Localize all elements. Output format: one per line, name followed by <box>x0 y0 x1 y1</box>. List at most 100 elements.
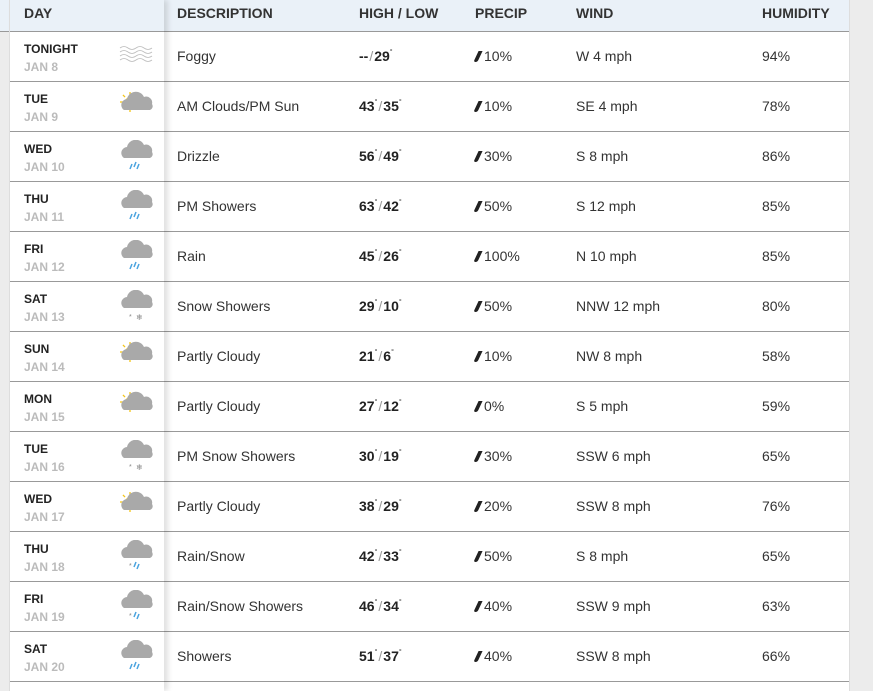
degree-symbol: ° <box>398 499 402 506</box>
raindrop-icon <box>473 51 483 62</box>
rain-icon <box>118 239 156 274</box>
humidity: 59% <box>762 398 791 414</box>
header-day[interactable]: DAY <box>24 5 53 21</box>
table-row[interactable]: SAT JAN 13 * ❄ Snow Showers 29°/10° 50% N… <box>0 282 849 332</box>
degree-symbol: ° <box>398 599 402 606</box>
table-row[interactable]: FRI JAN 12 Rain 45°/26° 100% N 10 mph 85… <box>0 232 849 282</box>
humidity: 65% <box>762 448 791 464</box>
svg-text:*: * <box>129 314 132 321</box>
high-low: 56°/49° <box>359 148 402 164</box>
rain-icon <box>118 139 156 174</box>
description: Rain/Snow Showers <box>177 598 304 614</box>
precip-value: 10% <box>484 48 513 64</box>
wind: N 10 mph <box>576 248 637 264</box>
humidity: 80% <box>762 298 791 314</box>
precip: 100% <box>473 248 520 264</box>
raindrop-icon <box>473 501 483 512</box>
day-date: JAN 11 <box>24 210 65 224</box>
description: Partly Cloudy <box>177 348 261 364</box>
table-row[interactable]: THU JAN 11 PM Showers 63°/42° 50% S 12 m… <box>0 182 849 232</box>
day-date: JAN 8 <box>24 60 59 74</box>
fog-icon <box>118 40 156 74</box>
precip: 30% <box>473 148 513 164</box>
header-humidity[interactable]: HUMIDITY <box>762 5 830 21</box>
high-temp: 21 <box>359 348 375 364</box>
high-temp: 42 <box>359 548 375 564</box>
temp-separator: / <box>378 148 383 164</box>
humidity: 58% <box>762 348 791 364</box>
high-temp: 56 <box>359 148 375 164</box>
table-row[interactable]: SUN JAN 14 Partly Cloudy 21°/6° 10% NW 8… <box>0 332 849 382</box>
day-name: FRI <box>24 242 44 256</box>
table-row[interactable]: WED JAN 10 Drizzle 56°/49° 30% S 8 mph 8… <box>0 132 849 182</box>
table-row[interactable]: SAT JAN 20 Showers 51°/37° 40% SSW 8 mph… <box>0 632 849 682</box>
table-row[interactable]: TUE JAN 16 * ❄ PM Snow Showers 30°/19° 30… <box>0 432 849 482</box>
low-temp: 6 <box>383 348 392 364</box>
high-temp: 51 <box>359 648 375 664</box>
partly-cloudy-icon <box>118 340 156 374</box>
day-name: TUE <box>24 92 48 106</box>
raindrop-icon <box>473 651 483 662</box>
low-temp: 42 <box>383 198 399 214</box>
degree-symbol: ° <box>398 549 402 556</box>
day-date: JAN 14 <box>24 360 65 374</box>
temp-separator: / <box>378 298 383 314</box>
wind: SE 4 mph <box>576 98 638 114</box>
precip-value: 10% <box>484 98 513 114</box>
high-low: 45°/26° <box>359 248 402 264</box>
table-row[interactable]: MON JAN 15 Partly Cloudy 27°/12° 0% S 5 … <box>0 382 849 432</box>
description: Partly Cloudy <box>177 498 261 514</box>
day-date: JAN 17 <box>24 510 65 524</box>
header-precip[interactable]: PRECIP <box>475 5 528 21</box>
svg-text:❄: ❄ <box>136 313 143 322</box>
high-low: 46°/34° <box>359 598 402 614</box>
degree-symbol: ° <box>398 399 402 406</box>
wind: S 5 mph <box>576 398 629 414</box>
description: Partly Cloudy <box>177 398 261 414</box>
low-temp: 10 <box>383 298 399 314</box>
low-temp: 49 <box>383 148 399 164</box>
raindrop-icon <box>473 451 483 462</box>
humidity: 78% <box>762 98 791 114</box>
day-name: SAT <box>24 292 48 306</box>
precip: 40% <box>473 648 512 664</box>
svg-text:*: * <box>129 464 132 471</box>
high-temp: 29 <box>359 298 375 314</box>
degree-symbol: ° <box>398 249 402 256</box>
degree-symbol: ° <box>398 449 402 456</box>
description: Rain <box>177 248 206 264</box>
raindrop-icon <box>473 601 483 612</box>
table-row[interactable]: TONIGHT JAN 8 Foggy --/29° 10% W 4 mph 9… <box>0 32 849 82</box>
table-row[interactable]: THU JAN 18 * Rain/Snow 42°/33° 50% S 8 m… <box>0 532 849 582</box>
table-row[interactable]: WED JAN 17 Partly Cloudy 38°/29° 20% SSW… <box>0 482 849 532</box>
precip: 50% <box>473 298 512 314</box>
rain-snow-icon: * <box>118 539 156 574</box>
degree-symbol: ° <box>374 199 378 206</box>
day-date: JAN 16 <box>24 460 65 474</box>
humidity: 94% <box>762 48 791 64</box>
precip-value: 10% <box>484 348 513 364</box>
table-row[interactable]: TUE JAN 9 AM Clouds/PM Sun 43°/35° 10% S… <box>0 82 849 132</box>
degree-symbol: ° <box>389 49 393 56</box>
degree-symbol: ° <box>398 299 402 306</box>
day-name: WED <box>24 142 52 156</box>
wind: S 8 mph <box>576 548 629 564</box>
high-temp: 30 <box>359 448 375 464</box>
day-name: WED <box>24 492 52 506</box>
high-temp: -- <box>359 48 369 64</box>
high-temp: 38 <box>359 498 375 514</box>
high-temp: 63 <box>359 198 375 214</box>
high-low: 43°/35° <box>359 98 402 114</box>
header-description[interactable]: DESCRIPTION <box>177 5 273 21</box>
humidity: 76% <box>762 498 791 514</box>
day-date: JAN 13 <box>24 310 65 324</box>
degree-symbol: ° <box>374 399 378 406</box>
header-wind[interactable]: WIND <box>576 5 614 21</box>
degree-symbol: ° <box>398 149 402 156</box>
header-high-low[interactable]: HIGH / LOW <box>359 5 439 21</box>
high-low: 21°/6° <box>359 348 394 364</box>
table-row[interactable]: FRI JAN 19 * Rain/Snow Showers 46°/34° 4… <box>0 582 849 632</box>
precip-value: 30% <box>484 148 513 164</box>
day-date: JAN 10 <box>24 160 65 174</box>
high-low: 63°/42° <box>359 198 402 214</box>
